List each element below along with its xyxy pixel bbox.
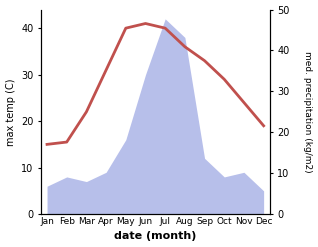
X-axis label: date (month): date (month) [114, 231, 197, 242]
Y-axis label: max temp (C): max temp (C) [5, 78, 16, 145]
Y-axis label: med. precipitation (kg/m2): med. precipitation (kg/m2) [303, 51, 313, 173]
